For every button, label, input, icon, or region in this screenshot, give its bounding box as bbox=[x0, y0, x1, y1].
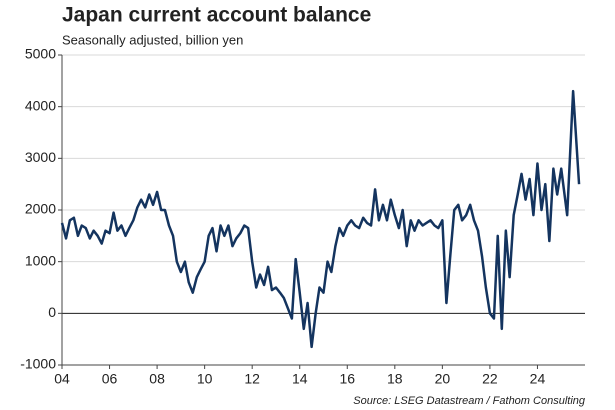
y-tick-label: 4000 bbox=[25, 97, 56, 113]
y-tick-label: -1000 bbox=[20, 356, 56, 372]
x-tick-label: 14 bbox=[292, 371, 308, 387]
x-tick-label: 24 bbox=[530, 371, 546, 387]
source-note: Source: LSEG Datastream / Fathom Consult… bbox=[353, 395, 586, 407]
y-tick-label: 0 bbox=[48, 304, 56, 320]
y-tick-label: 5000 bbox=[25, 46, 56, 62]
chart-title: Japan current account balance bbox=[62, 4, 371, 27]
x-tick-label: 22 bbox=[482, 371, 498, 387]
x-tick-label: 04 bbox=[54, 371, 70, 387]
x-tick-label: 20 bbox=[435, 371, 451, 387]
x-tick-label: 10 bbox=[197, 371, 213, 387]
x-tick-label: 06 bbox=[102, 371, 118, 387]
y-tick-label: 2000 bbox=[25, 201, 56, 217]
x-tick-label: 18 bbox=[387, 371, 403, 387]
chart-subtitle: Seasonally adjusted, billion yen bbox=[62, 32, 243, 47]
y-tick-label: 1000 bbox=[25, 252, 56, 268]
x-tick-label: 08 bbox=[149, 371, 165, 387]
line-series bbox=[60, 89, 581, 349]
y-tick-label: 3000 bbox=[25, 149, 56, 165]
x-tick-label: 16 bbox=[339, 371, 355, 387]
x-tick-label: 12 bbox=[244, 371, 260, 387]
